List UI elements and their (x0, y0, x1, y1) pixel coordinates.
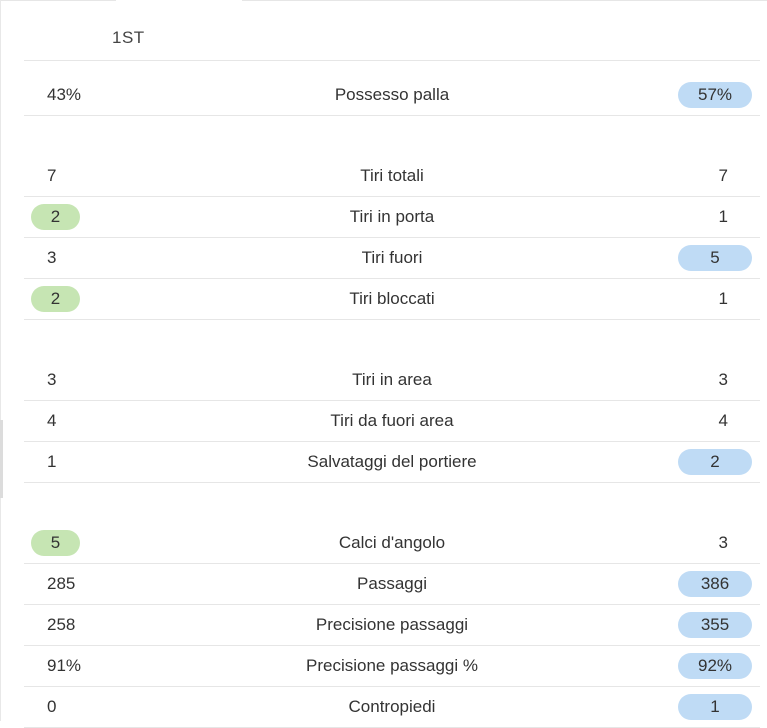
stat-label: Tiri in porta (349, 207, 435, 226)
stat-row-counterattacks: 0 Contropiedi 1 (24, 687, 760, 728)
stat-row-total-shots: 7 Tiri totali 7 (24, 156, 760, 197)
group-spacer (24, 320, 760, 360)
stat-row-possession: 43% Possesso palla 57% (24, 75, 760, 116)
stat-row-shots-off-target: 3 Tiri fuori 5 (24, 238, 760, 279)
home-value: 3 (47, 248, 57, 267)
active-tab-indicator (116, 0, 242, 3)
stat-label: Tiri da fuori area (330, 411, 454, 430)
tab-1st[interactable]: 1ST (112, 28, 145, 47)
stat-row-pass-accuracy-pct: 91% Precisione passaggi % 92% (24, 646, 760, 687)
panel-top-border (0, 0, 767, 1)
away-value-highlight: 5 (678, 245, 752, 271)
away-value: 3 (718, 533, 728, 552)
stat-row-pass-accuracy: 258 Precisione passaggi 355 (24, 605, 760, 646)
home-value: 258 (47, 615, 76, 634)
home-value: 91% (47, 656, 82, 675)
away-value-highlight: 57% (678, 82, 752, 108)
stat-label: Possesso palla (334, 85, 450, 104)
stat-row-goalkeeper-saves: 1 Salvataggi del portiere 2 (24, 442, 760, 483)
stat-row-corners: 5 Calci d'angolo 3 (24, 523, 760, 564)
stat-label: Tiri fuori (361, 248, 423, 267)
away-value-highlight: 92% (678, 653, 752, 679)
home-value: 4 (47, 411, 57, 430)
home-value: 43% (47, 85, 82, 104)
away-value: 4 (718, 411, 728, 430)
stat-label: Tiri totali (360, 166, 424, 185)
stats-header: 1ST (24, 18, 760, 61)
stat-label: Contropiedi (348, 697, 436, 716)
stat-row-shots-outside-box: 4 Tiri da fuori area 4 (24, 401, 760, 442)
home-value-highlight: 2 (31, 286, 80, 312)
stats-table: 43% Possesso palla 57% 7 Tiri totali 7 2… (24, 75, 760, 728)
home-value: 285 (47, 574, 76, 593)
group-spacer (24, 483, 760, 523)
panel-left-border (0, 0, 1, 721)
stat-label: Tiri in area (352, 370, 432, 389)
home-value: 0 (47, 697, 57, 716)
scroll-marker (0, 420, 3, 498)
stat-label: Calci d'angolo (338, 533, 446, 552)
stat-label: Precisione passaggi (315, 615, 469, 634)
home-value-highlight: 2 (31, 204, 80, 230)
home-value: 7 (47, 166, 57, 185)
stat-label: Salvataggi del portiere (307, 452, 477, 471)
stat-row-passes: 285 Passaggi 386 (24, 564, 760, 605)
away-value-highlight: 2 (678, 449, 752, 475)
home-value: 1 (47, 452, 57, 471)
stat-label: Precisione passaggi % (306, 656, 478, 675)
home-value-highlight: 5 (31, 530, 80, 556)
stat-row-blocked-shots: 2 Tiri bloccati 1 (24, 279, 760, 320)
away-value: 1 (718, 289, 728, 308)
home-value: 3 (47, 370, 57, 389)
away-value: 1 (718, 207, 728, 226)
away-value: 7 (718, 166, 728, 185)
stat-label: Tiri bloccati (349, 289, 435, 308)
group-spacer (24, 116, 760, 156)
stat-row-shots-on-target: 2 Tiri in porta 1 (24, 197, 760, 238)
stat-row-shots-inside-box: 3 Tiri in area 3 (24, 360, 760, 401)
away-value-highlight: 355 (678, 612, 752, 638)
away-value: 3 (718, 370, 728, 389)
stat-label: Passaggi (357, 574, 427, 593)
away-value-highlight: 1 (678, 694, 752, 720)
away-value-highlight: 386 (678, 571, 752, 597)
